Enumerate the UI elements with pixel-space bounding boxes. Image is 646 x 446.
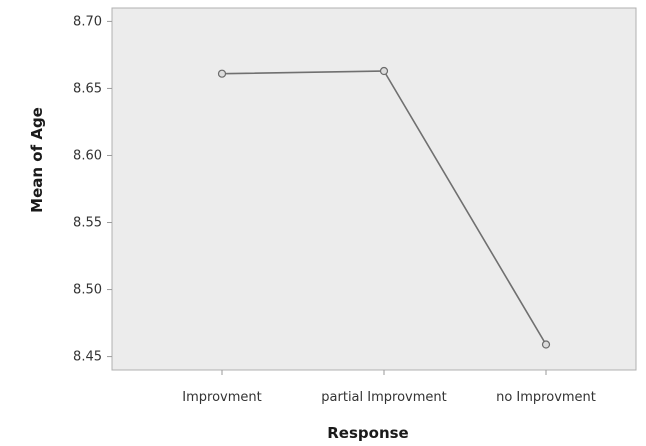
data-point [543,341,550,348]
data-point [381,68,388,75]
x-tick-label: Improvment [182,390,261,405]
x-tick-label: no Improvment [496,390,596,405]
y-tick-label: 8.70 [73,14,102,29]
y-tick-label: 8.65 [73,81,102,96]
y-axis-title: Mean of Age [28,107,46,213]
x-axis-title: Response [327,424,408,442]
y-tick-label: 8.50 [73,283,102,298]
y-tick-label: 8.45 [73,350,102,365]
plot-area [112,8,636,370]
data-point [219,70,226,77]
x-tick-label: partial Improvment [321,390,446,405]
y-tick-label: 8.60 [73,148,102,163]
y-tick-label: 8.55 [73,216,102,231]
x-axis-ticks: Improvment partial Improvment no Improvmen… [182,370,596,405]
y-axis-ticks: 8.45 8.50 8.55 8.60 8.65 8.70 [73,14,112,364]
